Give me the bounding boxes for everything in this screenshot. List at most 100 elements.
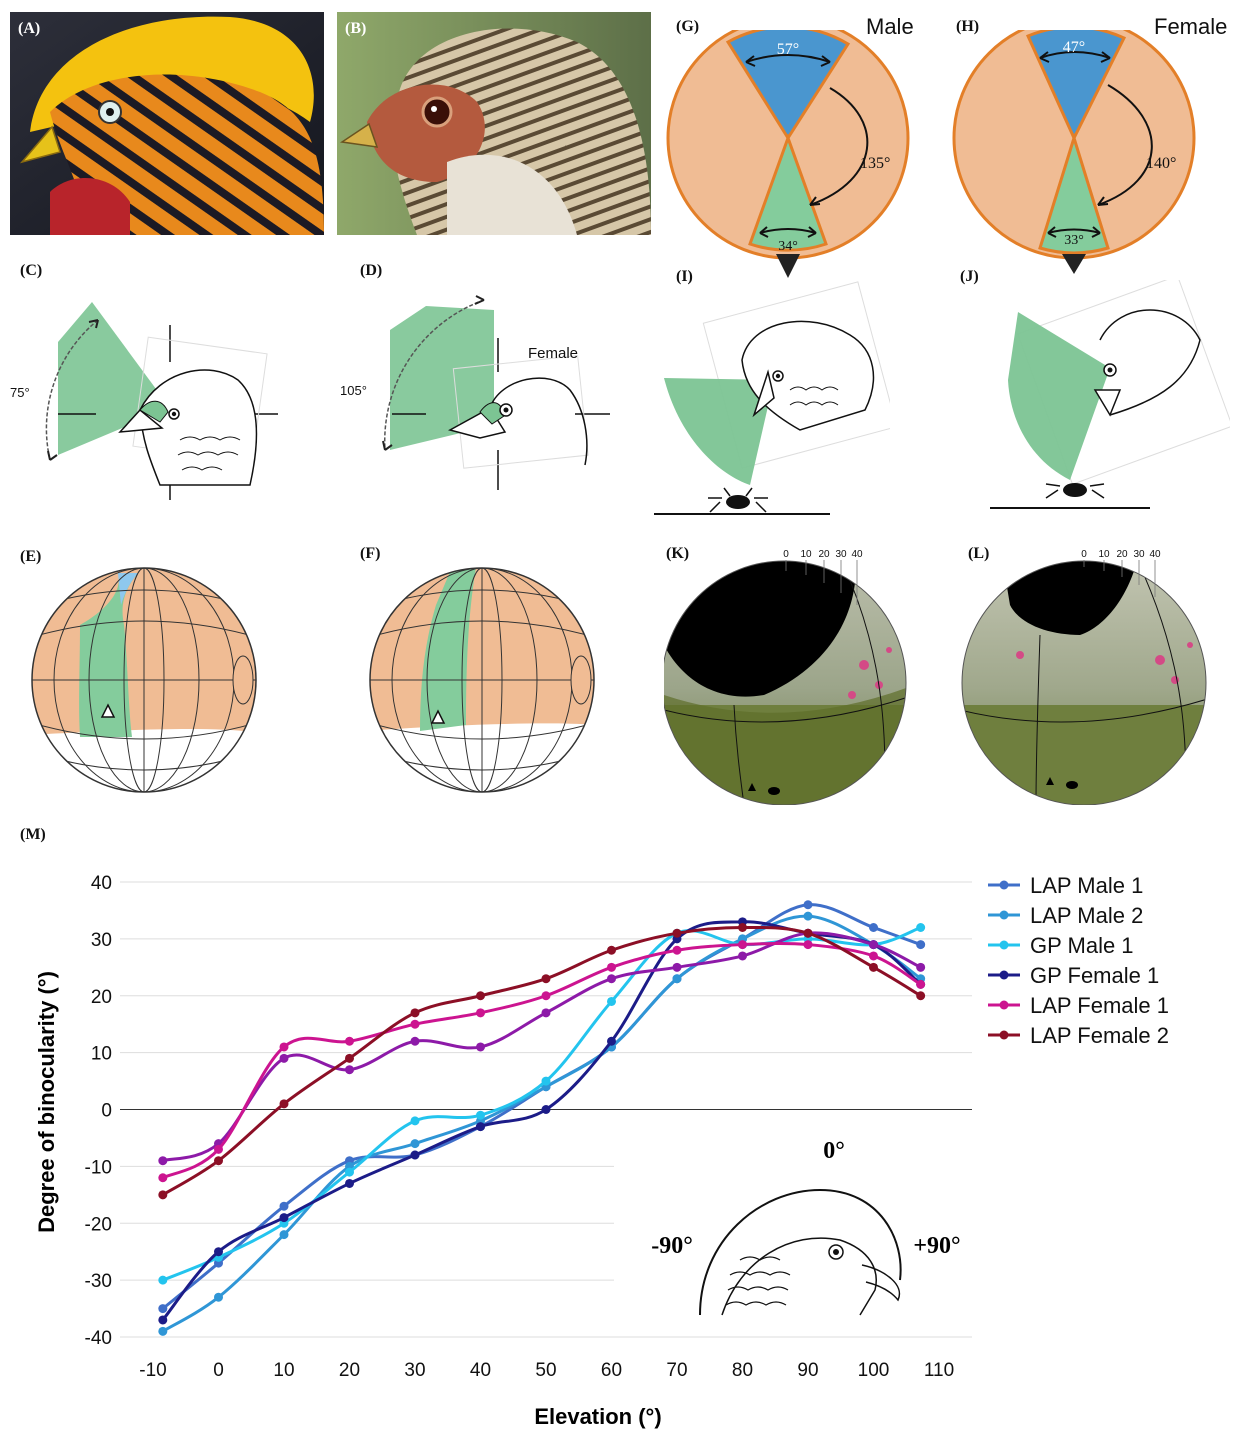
y-tick-label: 20: [91, 987, 112, 1008]
panel-label-m: (M): [20, 826, 46, 843]
legend: LAP Male 1 LAP Male 2 GP Male 1 GP Female 1…: [988, 873, 1169, 1048]
male-blind-angle: 135°: [860, 155, 890, 172]
scene-sphere-male: 0 10 20 30 40: [664, 549, 907, 805]
x-tick-label: 20: [339, 1360, 360, 1381]
data-point: [214, 1144, 223, 1154]
data-point: [214, 1156, 223, 1166]
data-point: [803, 900, 813, 910]
data-point: [158, 1326, 168, 1336]
data-point: [158, 1315, 168, 1325]
data-point: [410, 1036, 420, 1046]
legend-marker: [999, 910, 1009, 920]
legend-entry: GP Female 1: [1030, 963, 1159, 988]
data-point: [279, 1042, 289, 1052]
legend-entry: LAP Female 1: [1030, 993, 1169, 1018]
scale-0: 0: [1081, 549, 1087, 560]
data-point: [916, 962, 926, 972]
data-point: [869, 923, 878, 932]
photo-male-golden-pheasant: [10, 12, 324, 235]
data-point: [738, 923, 747, 932]
data-point: [541, 1076, 551, 1086]
scale-40: 40: [1149, 549, 1161, 560]
data-point: [279, 1053, 289, 1063]
data-point: [345, 1065, 354, 1075]
panel-label-d: (D): [360, 262, 383, 279]
x-tick-label: 50: [535, 1360, 556, 1381]
data-point: [158, 1156, 168, 1166]
scale-30: 30: [835, 549, 847, 560]
data-point: [607, 945, 616, 955]
data-point: [214, 1247, 223, 1257]
data-point: [541, 1008, 551, 1018]
globe-projection-male: [31, 567, 257, 793]
data-point: [672, 962, 682, 972]
female-binocular-bottom-angle: 33°: [1064, 233, 1084, 248]
legend-marker: [999, 1030, 1009, 1040]
series-line: [162, 931, 922, 1163]
data-point: [869, 962, 878, 972]
data-point: [476, 1008, 485, 1018]
y-tick-label: 10: [91, 1044, 112, 1065]
panel-label-a: (A): [18, 20, 41, 37]
data-point: [345, 1053, 354, 1063]
data-point: [869, 951, 878, 961]
data-point: [607, 996, 616, 1006]
panel-label-i: (I): [676, 268, 693, 285]
series-lap-female-1: [158, 940, 926, 1183]
data-point: [672, 928, 682, 938]
x-tick-label: 30: [404, 1360, 425, 1381]
side-view-female: 105° Female: [340, 295, 610, 490]
x-tick-label: 0: [213, 1360, 224, 1381]
inset-label-left: -90°: [651, 1233, 693, 1259]
data-point: [476, 991, 485, 1001]
y-tick-label: 30: [91, 930, 112, 951]
y-tick-label: -20: [85, 1214, 112, 1235]
female-vertical-angle: 105°: [340, 383, 367, 398]
data-point: [158, 1190, 168, 1200]
data-point: [916, 979, 926, 989]
data-point: [607, 974, 616, 984]
scale-10: 10: [800, 549, 812, 560]
data-point: [541, 991, 551, 1001]
data-point: [916, 923, 926, 932]
data-point: [410, 1116, 420, 1126]
inset-label-right: +90°: [913, 1233, 960, 1259]
x-tick-label: -10: [139, 1360, 166, 1381]
data-point: [541, 974, 551, 984]
series-lap-female-1: [158, 928, 926, 1166]
inset-label-top: 0°: [823, 1138, 845, 1164]
data-point: [410, 1150, 420, 1160]
data-point: [916, 940, 926, 950]
male-binocular-top-angle: 57°: [777, 41, 799, 58]
data-point: [803, 928, 813, 938]
scale-30: 30: [1133, 549, 1145, 560]
x-tick-label: 90: [797, 1360, 818, 1381]
male-binocular-bottom-angle: 34°: [778, 239, 798, 254]
scene-sphere-female: 0 10 20 30 40: [961, 549, 1207, 805]
y-tick-label: -40: [85, 1328, 112, 1349]
legend-entry: LAP Male 2: [1030, 903, 1143, 928]
scale-10: 10: [1098, 549, 1110, 560]
data-point: [279, 1201, 289, 1211]
legend-entry: LAP Female 2: [1030, 1023, 1169, 1048]
data-point: [345, 1178, 354, 1188]
panel-label-g: (G): [676, 18, 700, 35]
data-point: [476, 1110, 485, 1120]
scale-20: 20: [818, 549, 830, 560]
x-tick-label: 40: [470, 1360, 491, 1381]
data-point: [158, 1275, 168, 1285]
x-tick-label: 100: [858, 1360, 890, 1381]
data-point: [345, 1036, 354, 1046]
data-point: [803, 940, 813, 950]
legend-marker: [999, 880, 1009, 890]
data-point: [158, 1173, 168, 1183]
data-point: [738, 951, 747, 961]
female-blind-angle: 140°: [1146, 155, 1176, 172]
data-point: [214, 1292, 223, 1302]
foraging-view-female: [990, 280, 1230, 509]
data-point: [672, 974, 682, 984]
scale-20: 20: [1116, 549, 1128, 560]
panel-label-c: (C): [20, 262, 43, 279]
y-tick-label: 0: [101, 1101, 112, 1122]
